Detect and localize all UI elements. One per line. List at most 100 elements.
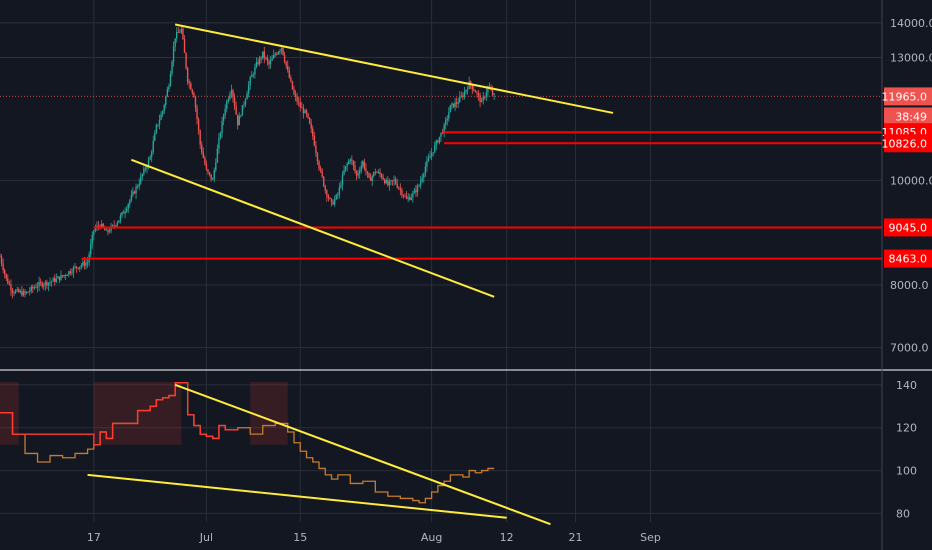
price-candle: [449, 104, 452, 113]
price-candle: [127, 204, 129, 209]
price-candle: [438, 136, 441, 143]
price-candle: [124, 211, 126, 214]
price-candle: [50, 281, 53, 283]
price-candle: [393, 179, 395, 181]
oscillator-tick-label: 100: [896, 465, 917, 478]
price-candle: [135, 186, 137, 194]
price-candle: [169, 74, 172, 87]
price-candle: [10, 284, 12, 291]
price-candle: [269, 60, 272, 65]
price-candle: [283, 54, 286, 62]
price-candle: [457, 102, 459, 104]
price-candle: [166, 89, 169, 97]
x-tick-label: 15: [293, 531, 307, 544]
price-candle: [183, 39, 186, 53]
price-candle: [80, 265, 83, 267]
price-badge-label: 8463.0: [889, 253, 928, 266]
price-candle: [5, 273, 7, 279]
price-candle: [155, 125, 158, 133]
price-candle: [258, 57, 261, 64]
x-tick-label: Aug: [421, 531, 442, 544]
price-levels: [81, 131, 882, 260]
price-candle: [176, 31, 178, 39]
price-candle: [341, 174, 344, 186]
price-candle: [208, 172, 211, 175]
price-candle: [174, 38, 176, 47]
price-candle: [213, 170, 215, 180]
price-candle: [216, 148, 219, 163]
price-candle: [385, 180, 387, 184]
price-candle: [343, 170, 345, 175]
price-series: [0, 25, 495, 299]
price-candle: [39, 281, 42, 283]
price-candle: [60, 275, 62, 281]
price-candle: [349, 159, 351, 161]
x-tick-label: 21: [568, 531, 582, 544]
price-candle: [86, 262, 89, 264]
price-candle: [132, 191, 134, 195]
price-candle: [288, 70, 291, 78]
price-tick-label: 10000.0: [890, 174, 932, 187]
oscillator-tick-label: 120: [896, 422, 917, 435]
price-badge-label: 38:49: [895, 110, 927, 123]
price-candle: [352, 160, 355, 166]
price-candle: [399, 188, 402, 190]
price-candle: [413, 190, 416, 194]
price-candle: [68, 271, 70, 276]
price-candle: [254, 67, 256, 75]
price-candle: [14, 290, 17, 293]
price-badge-label: 10826.0: [882, 137, 928, 150]
price-candle: [215, 162, 217, 171]
price-candle: [229, 94, 231, 100]
price-candle: [85, 262, 87, 266]
price-tick-label: 14000.0: [890, 17, 932, 30]
price-candle: [244, 99, 247, 105]
price-candle: [35, 287, 37, 289]
price-candle: [61, 275, 64, 277]
price-candle: [351, 159, 353, 161]
price-candle: [221, 120, 223, 134]
price-candle: [25, 291, 28, 294]
price-candle: [274, 54, 276, 56]
price-candle: [104, 227, 106, 231]
price-candle: [52, 278, 54, 282]
price-candle: [90, 244, 92, 255]
price-candle: [107, 229, 109, 232]
price-candle: [33, 287, 36, 289]
price-candle: [38, 281, 40, 287]
price-candle: [150, 151, 153, 157]
price-candle: [29, 290, 31, 292]
price-candle: [382, 177, 384, 180]
price-candle: [44, 281, 47, 286]
price-candle: [471, 85, 473, 90]
trendlines: [131, 23, 614, 298]
price-candle: [41, 282, 43, 287]
price-candle: [404, 196, 406, 197]
price-candle: [384, 179, 386, 184]
price-candle: [113, 225, 115, 227]
price-candle: [476, 92, 478, 94]
price-candle: [377, 171, 380, 173]
price-candle: [280, 47, 283, 51]
price-candle: [158, 119, 161, 125]
price-trendline: [174, 23, 614, 114]
price-candle: [74, 266, 76, 268]
price-candle: [398, 187, 400, 189]
price-candle: [405, 196, 408, 199]
price-candle: [369, 177, 372, 181]
price-candle: [224, 108, 226, 116]
price-candle: [487, 86, 489, 93]
price-candle: [129, 200, 131, 205]
price-candle: [186, 68, 189, 83]
price-candle: [434, 145, 436, 153]
price-candle: [291, 81, 294, 90]
price-candle: [454, 102, 456, 108]
price-candle: [427, 158, 430, 161]
price-candle: [376, 172, 378, 174]
price-candle: [16, 289, 18, 291]
price-candle: [163, 104, 165, 112]
price-candle: [491, 90, 494, 95]
price-candle: [191, 89, 194, 94]
price-candle: [121, 212, 123, 216]
